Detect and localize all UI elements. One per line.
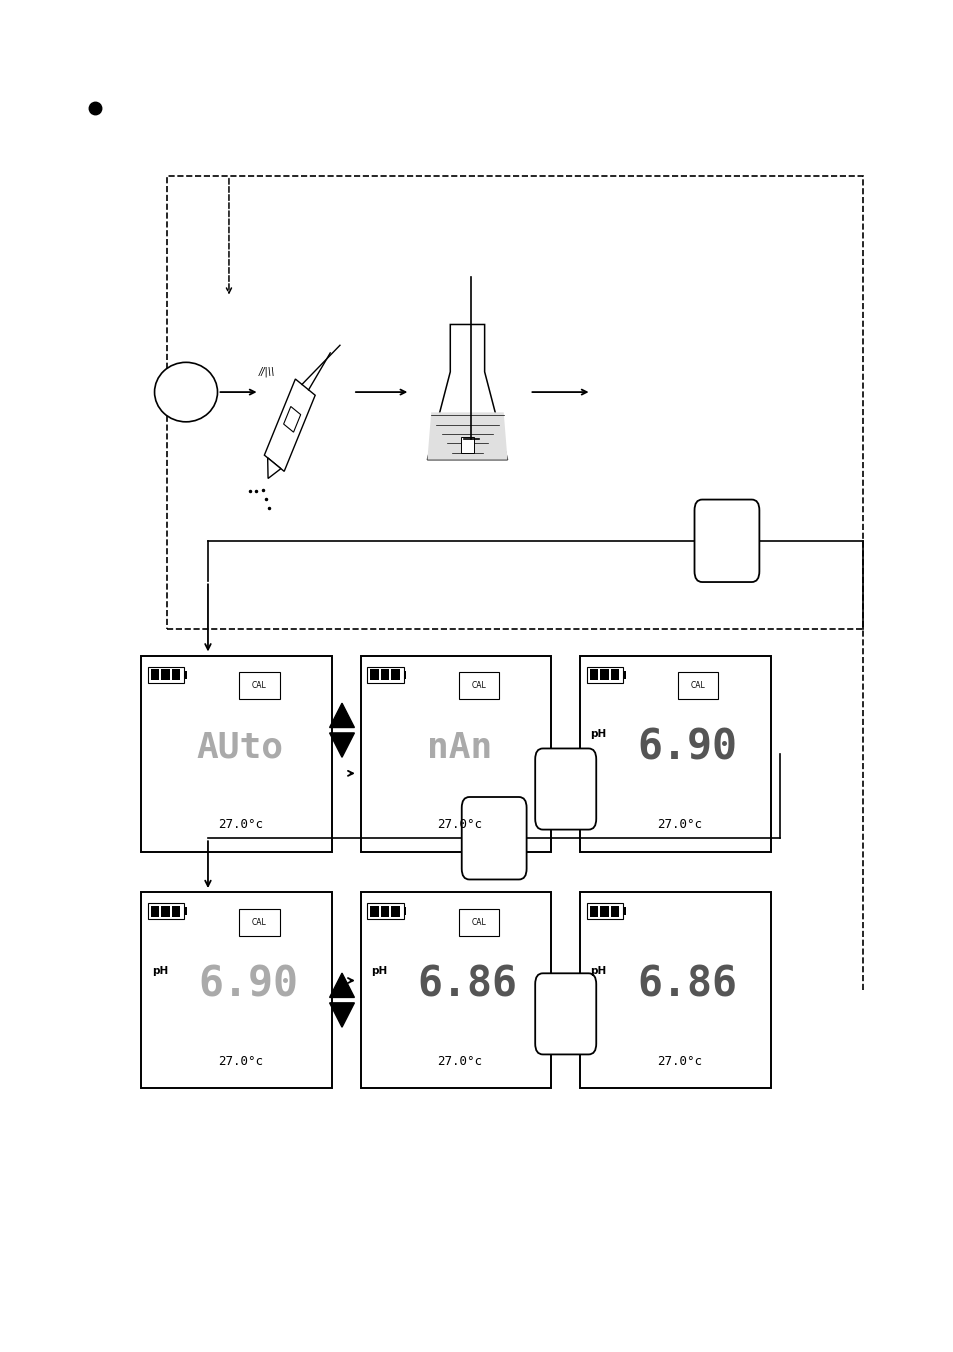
Bar (151, 906, 159, 917)
Polygon shape (268, 458, 280, 479)
Bar (403, 671, 406, 679)
Bar (599, 669, 608, 680)
Ellipse shape (154, 362, 217, 422)
Polygon shape (427, 412, 507, 460)
Bar (610, 669, 618, 680)
Text: //|\\: //|\\ (258, 366, 275, 377)
Bar (391, 669, 399, 680)
Text: CAL: CAL (252, 918, 267, 926)
Polygon shape (427, 324, 507, 460)
FancyBboxPatch shape (239, 672, 279, 699)
FancyBboxPatch shape (694, 499, 759, 581)
Bar (370, 906, 378, 917)
Bar (380, 669, 389, 680)
Bar (579, 892, 770, 1088)
Text: 27.0°c: 27.0°c (656, 1055, 701, 1068)
Bar (622, 671, 625, 679)
Polygon shape (329, 973, 354, 998)
Text: AUto: AUto (196, 731, 284, 765)
Text: 27.0°c: 27.0°c (656, 818, 701, 831)
Text: pH: pH (590, 965, 606, 976)
Polygon shape (329, 733, 354, 757)
FancyBboxPatch shape (458, 672, 498, 699)
Bar (148, 667, 184, 683)
Bar (403, 907, 406, 915)
Text: 6.86: 6.86 (417, 964, 517, 1006)
Polygon shape (264, 379, 314, 472)
Text: 27.0°c: 27.0°c (436, 818, 482, 831)
Bar (380, 906, 389, 917)
Text: 27.0°c: 27.0°c (436, 1055, 482, 1068)
Bar (141, 892, 332, 1088)
FancyBboxPatch shape (535, 973, 596, 1055)
Text: pH: pH (152, 965, 168, 976)
Bar (184, 671, 187, 679)
Bar (172, 669, 180, 680)
Bar (151, 669, 159, 680)
Polygon shape (329, 1003, 354, 1028)
Bar (579, 656, 770, 852)
Text: CAL: CAL (252, 681, 267, 690)
Bar (370, 669, 378, 680)
Text: 6.86: 6.86 (637, 964, 736, 1006)
Bar (172, 906, 180, 917)
Bar (184, 907, 187, 915)
Text: 27.0°c: 27.0°c (217, 1055, 263, 1068)
Bar (360, 892, 551, 1088)
FancyBboxPatch shape (458, 909, 498, 936)
Bar (460, 437, 474, 453)
Text: CAL: CAL (471, 918, 486, 926)
Text: pH: pH (590, 729, 606, 740)
Bar (161, 669, 170, 680)
Bar (589, 669, 598, 680)
Bar (599, 906, 608, 917)
Text: 6.90: 6.90 (637, 727, 736, 769)
FancyBboxPatch shape (461, 798, 526, 880)
Bar (148, 903, 184, 919)
Bar (161, 906, 170, 917)
FancyBboxPatch shape (535, 749, 596, 830)
Bar (610, 906, 618, 917)
Text: CAL: CAL (471, 681, 486, 690)
Bar (141, 656, 332, 852)
Bar (167, 176, 862, 629)
Bar (367, 667, 403, 683)
Text: pH: pH (371, 965, 387, 976)
Polygon shape (283, 407, 300, 433)
FancyBboxPatch shape (239, 909, 279, 936)
Bar (586, 903, 622, 919)
Text: nAn: nAn (427, 731, 492, 765)
Bar (360, 656, 551, 852)
Bar (367, 903, 403, 919)
Text: 27.0°c: 27.0°c (217, 818, 263, 831)
Bar (586, 667, 622, 683)
Bar (391, 906, 399, 917)
Polygon shape (329, 703, 354, 727)
Text: 6.90: 6.90 (198, 964, 297, 1006)
FancyBboxPatch shape (678, 672, 718, 699)
Bar (589, 906, 598, 917)
Text: CAL: CAL (690, 681, 705, 690)
Bar (622, 907, 625, 915)
